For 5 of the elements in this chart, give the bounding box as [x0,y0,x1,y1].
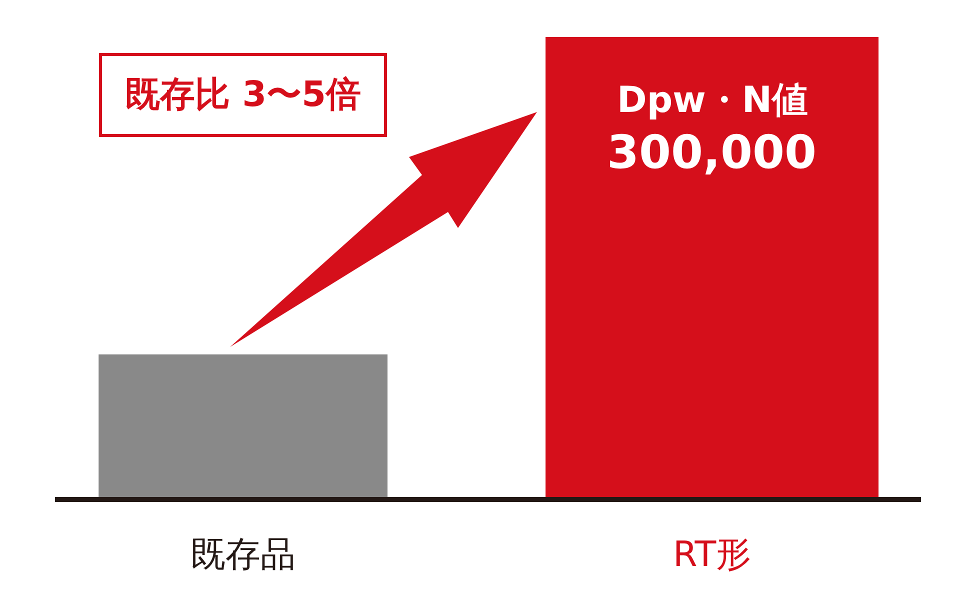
annotation: Dpw・N値 [617,80,808,121]
x-tick-label: 既存品 [190,535,296,575]
x-tick-label: RT形 [672,535,752,575]
annotation: 300,000 [607,125,817,179]
annotation: 既存比 3〜5倍 [125,75,361,115]
